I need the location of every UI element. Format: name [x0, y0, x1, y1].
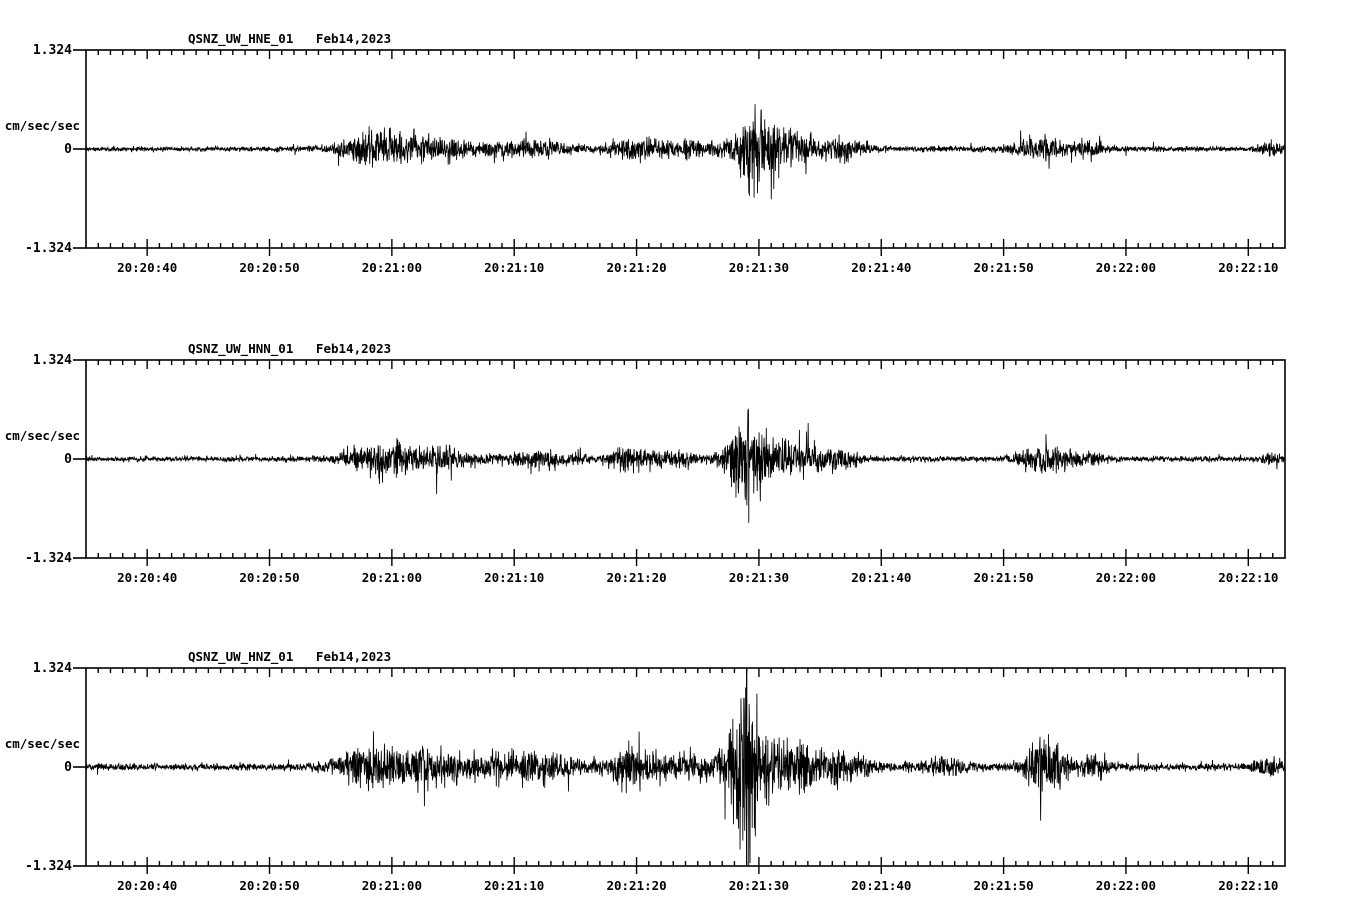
ytick-label-zero-hnn: 0 [64, 452, 72, 467]
ytick-label-bottom-hnz: -1.324 [25, 859, 72, 874]
xtick-label: 20:21:50 [973, 260, 1034, 275]
xtick-label: 20:21:20 [606, 260, 667, 275]
xtick-label: 20:21:50 [973, 878, 1034, 893]
ytick-label-top-hnn: 1.324 [32, 353, 72, 368]
xtick-label: 20:20:40 [117, 878, 178, 893]
xtick-label: 20:22:10 [1218, 260, 1279, 275]
xtick-label: 20:22:00 [1095, 878, 1156, 893]
yaxis-unit-label-hnn: cm/sec/sec [4, 428, 80, 443]
xtick-label: 20:21:40 [851, 878, 912, 893]
ytick-label-zero-hnz: 0 [64, 760, 72, 775]
yaxis-unit-label-hnz: cm/sec/sec [4, 736, 80, 751]
ytick-label-bottom-hne: -1.324 [25, 241, 72, 256]
trace-panel-hnz: QSNZ_UW_HNZ_01 Feb14,2023 1.324 cm/sec/s… [0, 618, 1358, 924]
xtick-label: 20:21:20 [606, 570, 667, 585]
plot-canvas-hne [73, 49, 1286, 256]
xtick-label: 20:22:00 [1095, 570, 1156, 585]
xtick-label: 20:21:20 [606, 878, 667, 893]
trace-title-hne: QSNZ_UW_HNE_01 Feb14,2023 [188, 31, 392, 46]
xtick-label: 20:21:30 [728, 570, 789, 585]
xtick-label: 20:20:50 [239, 260, 300, 275]
xtick-label: 20:22:00 [1095, 260, 1156, 275]
ytick-label-top-hnz: 1.324 [32, 661, 72, 676]
xtick-label: 20:21:50 [973, 570, 1034, 585]
xtick-label: 20:21:00 [361, 260, 422, 275]
xtick-label: 20:21:30 [728, 878, 789, 893]
xtick-label: 20:21:10 [484, 260, 545, 275]
xtick-label: 20:20:50 [239, 878, 300, 893]
ytick-label-bottom-hnn: -1.324 [25, 551, 72, 566]
xtick-label: 20:21:40 [851, 260, 912, 275]
xtick-label: 20:21:30 [728, 260, 789, 275]
xtick-label: 20:21:00 [361, 878, 422, 893]
xtick-label: 20:21:10 [484, 570, 545, 585]
waveform-hne [85, 104, 1286, 200]
yaxis-unit-label-hne: cm/sec/sec [4, 118, 80, 133]
xtick-label: 20:21:10 [484, 878, 545, 893]
ytick-label-top-hne: 1.324 [32, 43, 72, 58]
axis-frame-hne [73, 49, 1286, 256]
waveform-hnn [85, 407, 1286, 523]
xtick-label: 20:20:40 [117, 570, 178, 585]
xtick-label: 20:21:00 [361, 570, 422, 585]
xtick-label: 20:20:50 [239, 570, 300, 585]
xtick-label: 20:20:40 [117, 260, 178, 275]
xtick-label: 20:21:40 [851, 570, 912, 585]
trace-title-hnn: QSNZ_UW_HNN_01 Feb14,2023 [188, 341, 392, 356]
xtick-label: 20:22:10 [1218, 878, 1279, 893]
plot-canvas-hnz [73, 667, 1286, 874]
trace-title-hnz: QSNZ_UW_HNZ_01 Feb14,2023 [188, 649, 392, 664]
waveform-hnz [85, 669, 1286, 867]
trace-panel-hnn: QSNZ_UW_HNN_01 Feb14,2023 1.324 cm/sec/s… [0, 310, 1358, 618]
plot-canvas-hnn [73, 359, 1286, 566]
ytick-label-zero-hne: 0 [64, 142, 72, 157]
trace-panel-hne: QSNZ_UW_HNE_01 Feb14,2023 1.324 cm/sec/s… [0, 0, 1358, 310]
xtick-label: 20:22:10 [1218, 570, 1279, 585]
